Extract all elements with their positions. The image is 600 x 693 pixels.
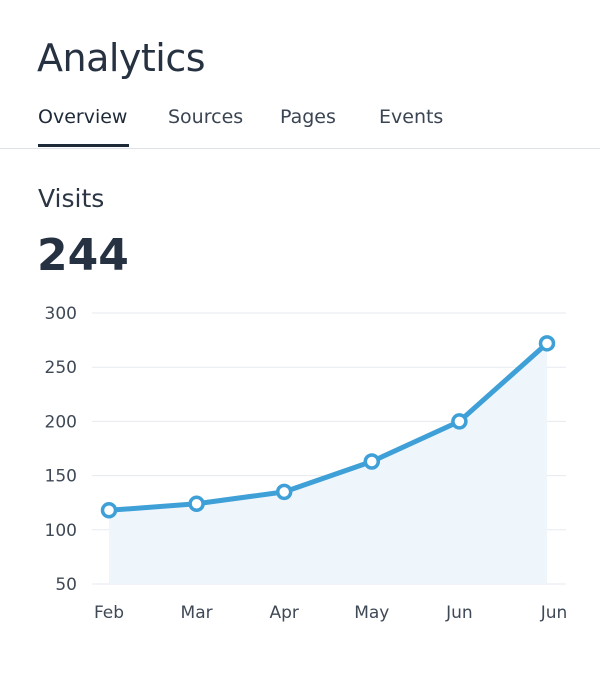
x-tick-label: Jun: [445, 603, 473, 623]
data-point: [275, 483, 293, 501]
chart-points: [100, 335, 556, 519]
metric-value: 244: [37, 230, 129, 281]
page-title: Analytics: [37, 36, 206, 80]
tab-events[interactable]: Events: [379, 106, 444, 128]
tab-sources[interactable]: Sources: [168, 106, 244, 128]
tab-bar: Overview Sources Pages Events: [0, 100, 600, 149]
x-tick-label: Apr: [269, 603, 298, 623]
x-tick-label: Mar: [181, 603, 213, 623]
chart-y-axis: 50 100 150 200 250 300: [45, 304, 77, 595]
y-tick-label: 300: [45, 304, 77, 324]
metric-label: Visits: [38, 184, 105, 213]
y-tick-label: 200: [45, 412, 77, 432]
tab-pages[interactable]: Pages: [280, 106, 336, 128]
data-point: [188, 495, 205, 513]
y-tick-label: 150: [45, 467, 77, 487]
series-line: [106, 340, 550, 513]
visits-line-chart: 50 100 150 200 250 300 Feb Mar Apr May Jun Jun: [45, 304, 568, 623]
data-point: [538, 335, 556, 352]
x-tick-label: May: [354, 603, 389, 623]
area-fill: [109, 343, 547, 584]
chart-area: [109, 343, 547, 584]
y-tick-label: 100: [45, 521, 77, 541]
chart-x-axis: Feb Mar Apr May Jun Jun: [94, 603, 567, 623]
y-tick-label: 250: [45, 358, 77, 378]
x-tick-label: Feb: [94, 603, 124, 623]
data-point: [451, 413, 468, 430]
y-tick-label: 50: [55, 575, 77, 595]
x-tick-label: Jun: [540, 603, 568, 623]
chart-series: [106, 340, 550, 513]
active-tab-indicator: [38, 144, 129, 147]
data-point: [100, 502, 118, 519]
tab-overview[interactable]: Overview: [38, 106, 128, 128]
data-point: [363, 453, 381, 470]
